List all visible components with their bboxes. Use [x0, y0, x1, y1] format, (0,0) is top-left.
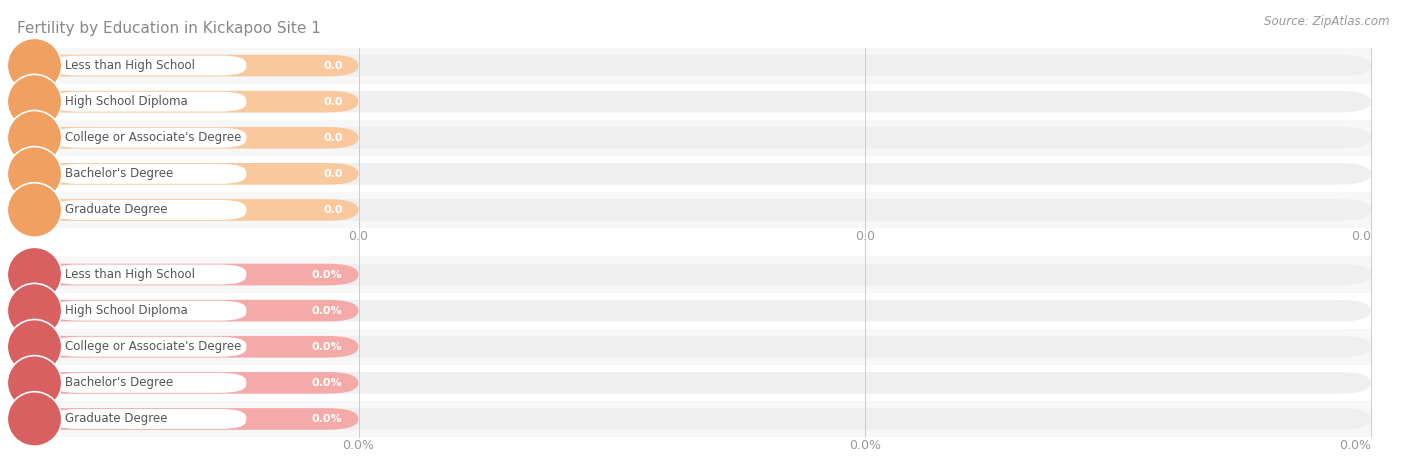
FancyBboxPatch shape [17, 336, 1371, 358]
Text: Bachelor's Degree: Bachelor's Degree [65, 167, 173, 180]
Bar [17, 365, 1371, 401]
FancyBboxPatch shape [52, 265, 246, 285]
Bar [17, 120, 1371, 156]
FancyBboxPatch shape [52, 92, 246, 112]
FancyBboxPatch shape [17, 91, 1371, 113]
FancyBboxPatch shape [52, 409, 246, 429]
Bar [17, 48, 1371, 84]
FancyBboxPatch shape [17, 300, 359, 322]
FancyBboxPatch shape [17, 408, 359, 430]
FancyBboxPatch shape [17, 163, 1371, 185]
Ellipse shape [7, 392, 62, 446]
Text: 0.0%: 0.0% [343, 439, 374, 452]
FancyBboxPatch shape [52, 56, 246, 76]
Bar [17, 401, 1371, 437]
Ellipse shape [7, 320, 62, 374]
Text: 0.0: 0.0 [323, 169, 343, 179]
Ellipse shape [7, 356, 62, 410]
Ellipse shape [7, 284, 62, 338]
Ellipse shape [7, 75, 62, 129]
Text: 0.0%: 0.0% [312, 269, 343, 280]
FancyBboxPatch shape [52, 373, 246, 393]
Text: 0.0: 0.0 [323, 133, 343, 143]
FancyBboxPatch shape [17, 300, 1371, 322]
Text: 0.0: 0.0 [855, 230, 875, 243]
Text: 0.0%: 0.0% [312, 305, 343, 316]
FancyBboxPatch shape [52, 200, 246, 220]
FancyBboxPatch shape [17, 91, 359, 113]
Text: College or Associate's Degree: College or Associate's Degree [65, 131, 242, 144]
Ellipse shape [7, 38, 62, 93]
Text: 0.0: 0.0 [349, 230, 368, 243]
Ellipse shape [7, 247, 62, 302]
Text: High School Diploma: High School Diploma [65, 95, 188, 108]
Bar [17, 84, 1371, 120]
FancyBboxPatch shape [17, 163, 359, 185]
Bar [17, 329, 1371, 365]
FancyBboxPatch shape [17, 264, 359, 285]
FancyBboxPatch shape [17, 199, 1371, 221]
FancyBboxPatch shape [17, 127, 359, 149]
Text: 0.0: 0.0 [1351, 230, 1371, 243]
Text: High School Diploma: High School Diploma [65, 304, 188, 317]
Text: Less than High School: Less than High School [65, 59, 195, 72]
Ellipse shape [7, 183, 62, 237]
Text: Less than High School: Less than High School [65, 268, 195, 281]
Text: 0.0: 0.0 [323, 96, 343, 107]
Bar [17, 156, 1371, 192]
Text: Source: ZipAtlas.com: Source: ZipAtlas.com [1264, 15, 1389, 28]
Text: 0.0%: 0.0% [1339, 439, 1371, 452]
Bar [17, 293, 1371, 329]
FancyBboxPatch shape [17, 372, 359, 394]
FancyBboxPatch shape [17, 199, 359, 221]
Bar [17, 192, 1371, 228]
Text: College or Associate's Degree: College or Associate's Degree [65, 340, 242, 353]
FancyBboxPatch shape [17, 55, 1371, 76]
FancyBboxPatch shape [17, 127, 1371, 149]
Text: 0.0%: 0.0% [312, 378, 343, 388]
Ellipse shape [7, 147, 62, 201]
FancyBboxPatch shape [52, 128, 246, 148]
Text: 0.0: 0.0 [323, 60, 343, 71]
Text: Bachelor's Degree: Bachelor's Degree [65, 376, 173, 390]
FancyBboxPatch shape [17, 264, 1371, 285]
FancyBboxPatch shape [17, 372, 1371, 394]
FancyBboxPatch shape [52, 301, 246, 321]
Text: Graduate Degree: Graduate Degree [65, 203, 167, 217]
FancyBboxPatch shape [17, 336, 359, 358]
FancyBboxPatch shape [17, 408, 1371, 430]
Text: 0.0%: 0.0% [312, 342, 343, 352]
FancyBboxPatch shape [17, 55, 359, 76]
Text: Graduate Degree: Graduate Degree [65, 412, 167, 426]
Text: 0.0: 0.0 [323, 205, 343, 215]
FancyBboxPatch shape [52, 337, 246, 357]
Text: 0.0%: 0.0% [312, 414, 343, 424]
Text: 0.0%: 0.0% [849, 439, 880, 452]
Ellipse shape [7, 111, 62, 165]
FancyBboxPatch shape [52, 164, 246, 184]
Bar [17, 256, 1371, 293]
Text: Fertility by Education in Kickapoo Site 1: Fertility by Education in Kickapoo Site … [17, 21, 321, 37]
